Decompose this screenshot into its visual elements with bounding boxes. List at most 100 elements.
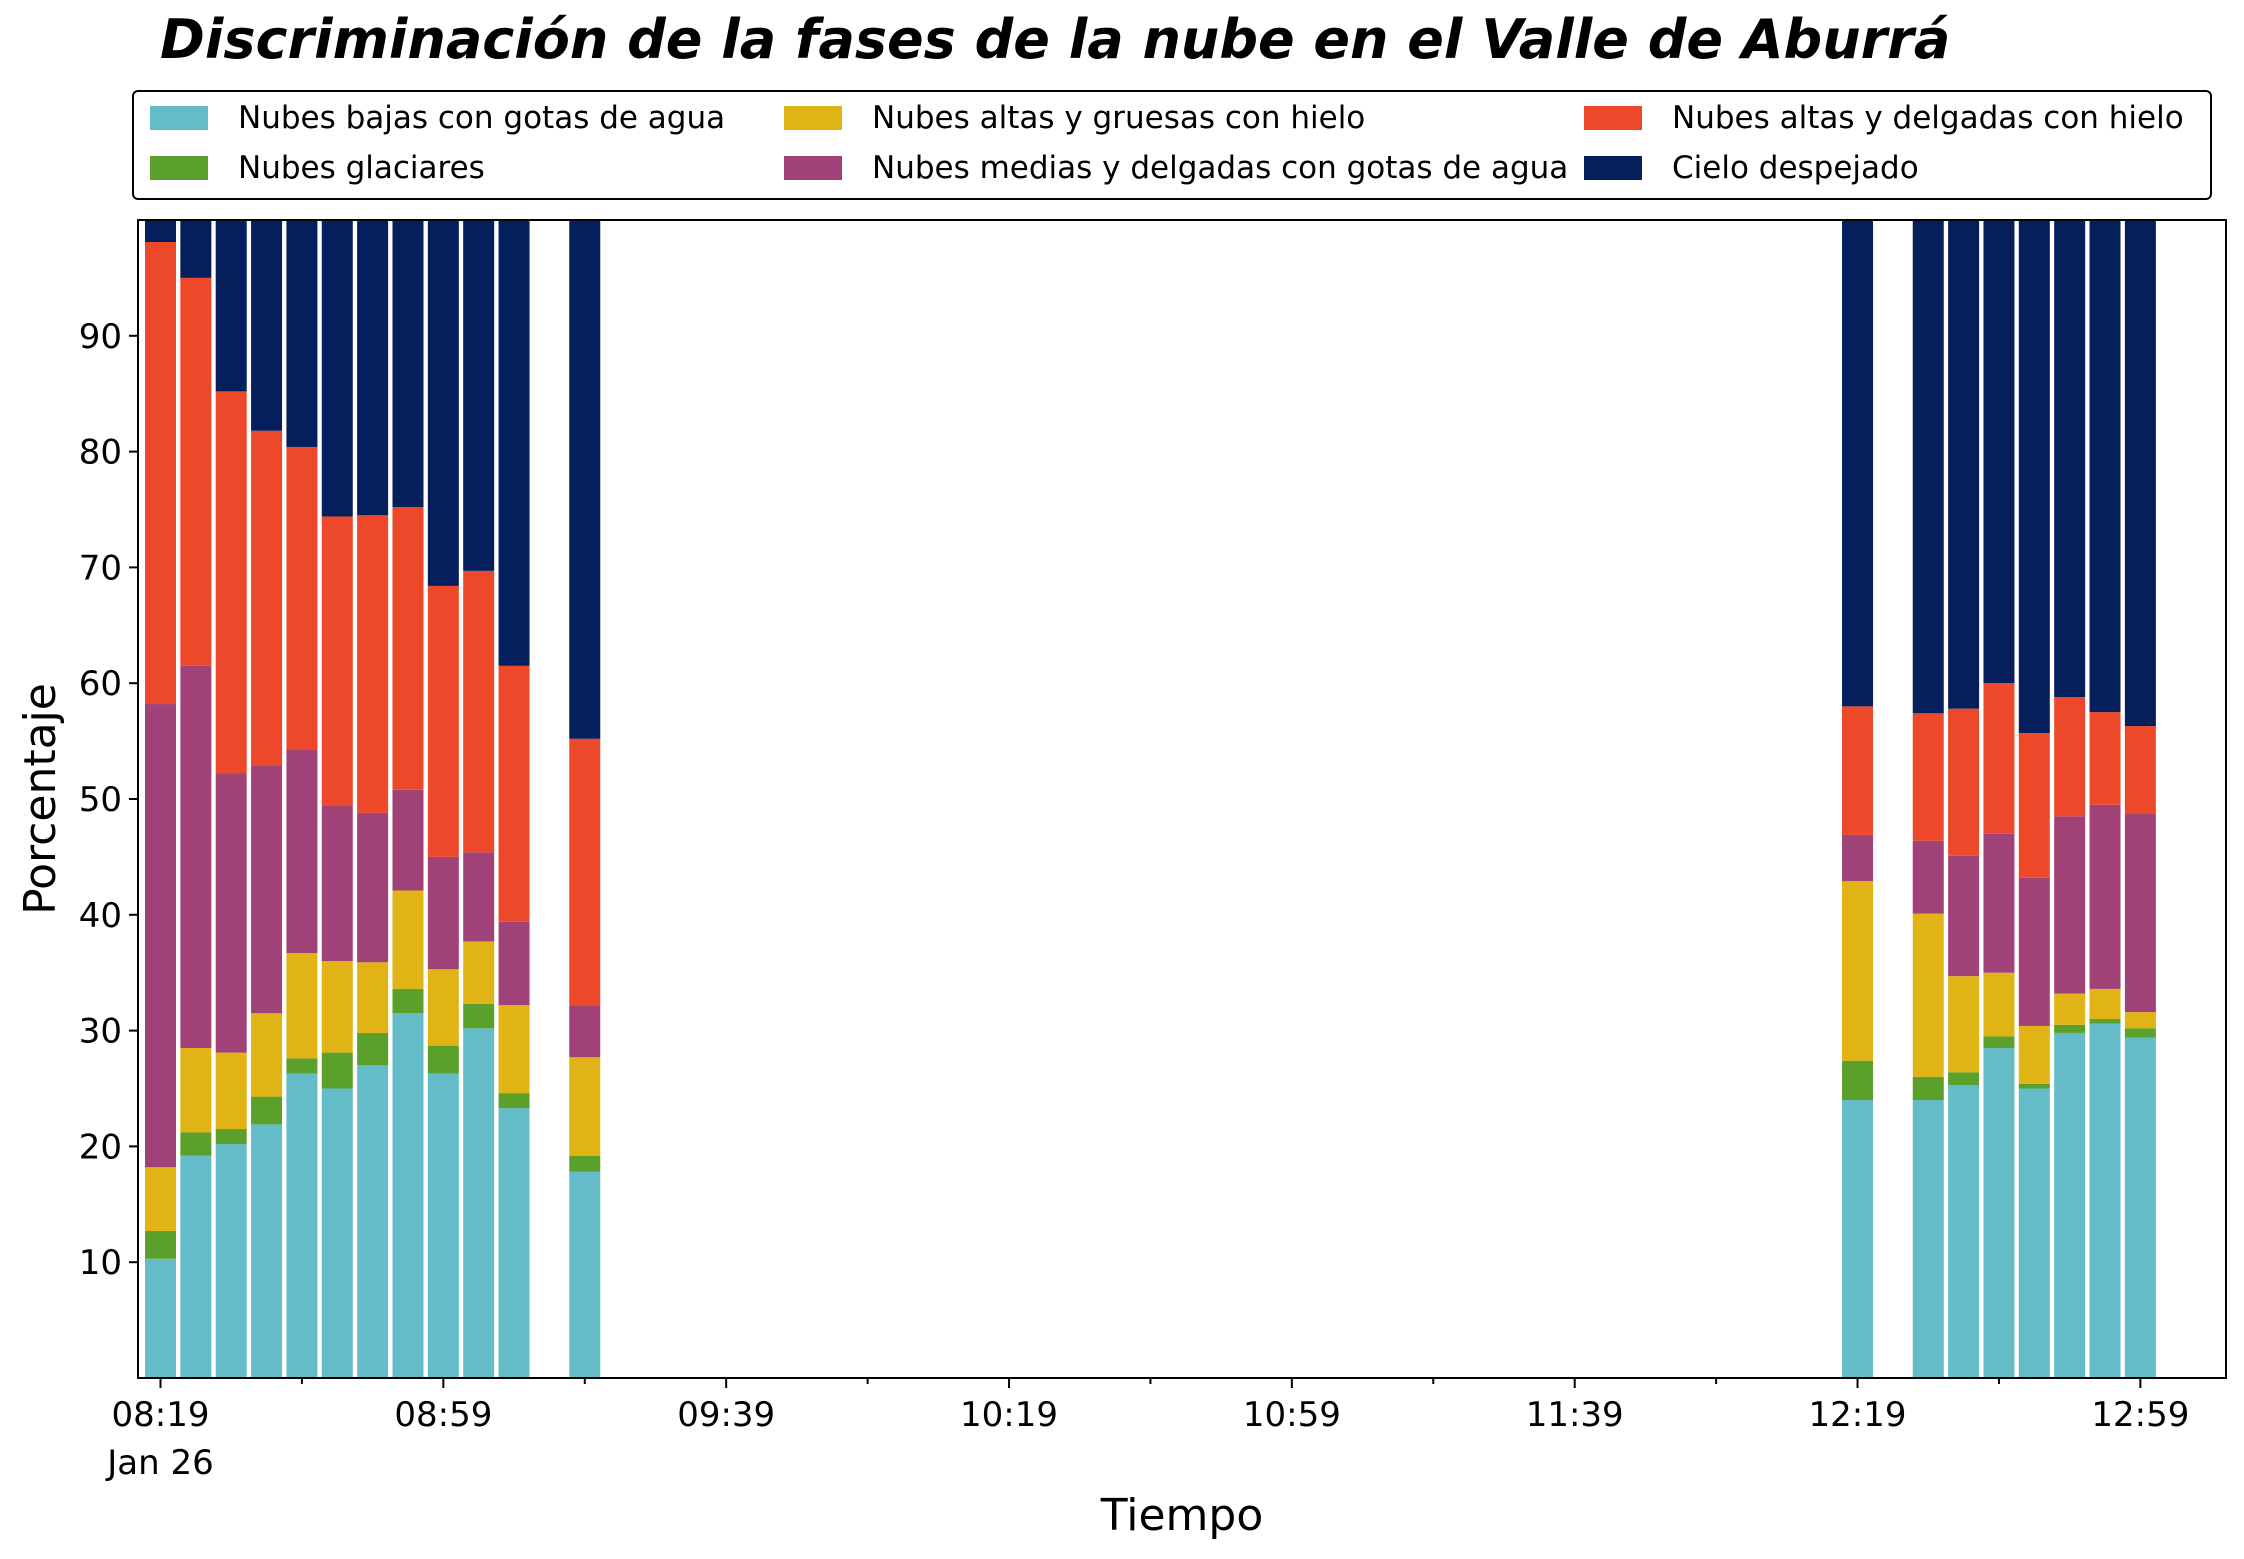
bar-segment: [2124, 814, 2156, 1013]
bar-segment: [463, 570, 495, 853]
legend-label: Nubes bajas con gotas de agua: [238, 100, 726, 136]
bar-segment: [215, 773, 247, 1053]
bar-segment: [145, 242, 176, 705]
bar-segment: [1983, 972, 2015, 1037]
bar-segment: [145, 220, 176, 242]
bar-segment: [2124, 220, 2156, 727]
bar-segment: [1912, 913, 1944, 1077]
x-axis-label: Tiempo: [1100, 1490, 1264, 1541]
legend-label: Nubes altas y delgadas con hielo: [1672, 100, 2184, 136]
bar-segment: [427, 856, 459, 970]
bar-segment: [392, 220, 424, 508]
bar-segment: [2018, 220, 2050, 733]
bar-segment: [463, 1028, 495, 1378]
bar-segment: [2089, 220, 2121, 713]
bar-segment: [286, 749, 318, 954]
bar-segment: [2018, 1088, 2050, 1378]
bar-segment: [1948, 220, 1980, 709]
y-tick-label: 40: [79, 896, 122, 936]
y-tick-label: 60: [79, 664, 122, 704]
bar-segment: [498, 1005, 530, 1094]
legend-label: Nubes medias y delgadas con gotas de agu…: [872, 150, 1569, 186]
chart-title: Discriminación de la fases de la nube en…: [160, 8, 1951, 71]
bar-segment: [1948, 976, 1980, 1073]
bar-segment: [321, 1052, 353, 1089]
bar-segment: [427, 585, 459, 857]
x-tick-label: 08:19: [112, 1395, 210, 1435]
legend-item-nubes-altas-gruesas: Nubes altas y gruesas con hielo: [784, 100, 1365, 136]
y-tick-label: 30: [79, 1012, 122, 1052]
legend-swatch: [1584, 156, 1642, 180]
bar-segment: [392, 1013, 424, 1378]
y-tick-label: 10: [79, 1243, 122, 1283]
bar-segment: [463, 941, 495, 1004]
bar-segment: [2054, 1024, 2086, 1033]
bar-segment: [1983, 683, 2015, 834]
bar-segment: [1912, 713, 1944, 841]
y-tick-label: 20: [79, 1127, 122, 1167]
y-tick-label: 80: [79, 433, 122, 473]
bar-segment: [569, 1005, 601, 1058]
legend-item-nubes-altas-delgadas: Nubes altas y delgadas con hielo: [1584, 100, 2184, 136]
bar-segment: [251, 1013, 283, 1097]
bar-segment: [145, 1258, 176, 1378]
bar-segment: [569, 1171, 601, 1378]
bar-segment: [2089, 1023, 2121, 1378]
bar-segment: [498, 921, 530, 1006]
bar-segment: [569, 738, 601, 1006]
bar-segment: [427, 220, 459, 586]
bar-segment: [357, 515, 389, 813]
bar-segment: [286, 220, 318, 447]
bar-segment: [2124, 1012, 2156, 1029]
bar-segment: [215, 391, 247, 774]
bar-segment: [1948, 708, 1980, 856]
x-tick-label: 11:39: [1526, 1395, 1624, 1435]
legend-swatch: [1584, 106, 1642, 130]
bar-segment: [498, 1093, 530, 1109]
bar-segment: [251, 220, 283, 431]
bar-segment: [2124, 1037, 2156, 1378]
bar-segment: [215, 1129, 247, 1145]
bar-segment: [1948, 1072, 1980, 1086]
bar-segment: [1912, 1076, 1944, 1101]
bar-segment: [1948, 855, 1980, 977]
bar-segment: [357, 812, 389, 963]
bar-segment: [392, 890, 424, 989]
bar-segment: [1983, 833, 2015, 973]
legend-item-cielo-despejado: Cielo despejado: [1584, 150, 1919, 186]
bar-segment: [2089, 1019, 2121, 1024]
legend-swatch: [784, 156, 842, 180]
bar-segment: [569, 1155, 601, 1172]
bar-segment: [251, 765, 283, 1014]
x-tick-label: 09:39: [677, 1395, 775, 1435]
bar-segment: [321, 805, 353, 962]
bar-segment: [215, 1052, 247, 1130]
bar-segment: [2018, 1083, 2050, 1089]
bar-segment: [180, 1155, 212, 1378]
bar-segment: [498, 1108, 530, 1378]
bar-segment: [1842, 834, 1874, 882]
bar-segment: [215, 1144, 247, 1378]
x-tick-label: 12:19: [1809, 1395, 1907, 1435]
bar-segment: [180, 1047, 212, 1133]
y-tick-label: 70: [79, 548, 122, 588]
y-axis: 10 20 30 40 50 60 70 80 90: [79, 317, 138, 1283]
bars-layer: [145, 220, 2156, 1378]
bar-segment: [569, 1057, 601, 1156]
bar-segment: [321, 516, 353, 806]
bar-segment: [2054, 993, 2086, 1025]
bar-segment: [498, 220, 530, 666]
bar-segment: [1842, 220, 1874, 707]
bar-segment: [1983, 1036, 2015, 1048]
legend-label: Nubes glaciares: [238, 150, 485, 186]
x-tick-sublabel: Jan 26: [105, 1443, 213, 1483]
legend-item-nubes-medias: Nubes medias y delgadas con gotas de agu…: [784, 150, 1568, 186]
bar-segment: [145, 1167, 176, 1231]
bar-segment: [2124, 1028, 2156, 1038]
bar-segment: [1983, 220, 2015, 684]
bar-segment: [498, 665, 530, 922]
bar-segment: [145, 1230, 176, 1259]
bar-segment: [2089, 804, 2121, 989]
bar-segment: [251, 1096, 283, 1125]
bar-segment: [1842, 706, 1874, 835]
